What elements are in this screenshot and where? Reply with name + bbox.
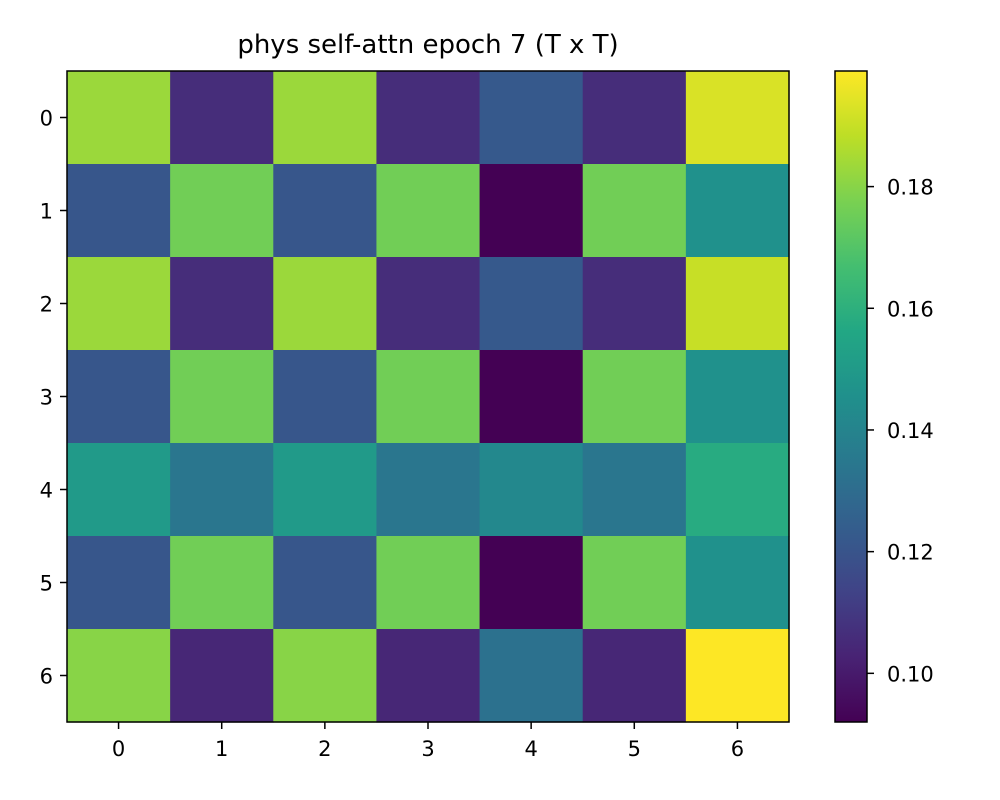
heatmap-cell (479, 629, 584, 723)
heatmap-cell (170, 71, 274, 165)
heatmap-cell (479, 443, 584, 537)
heatmap-cells (67, 71, 790, 723)
x-tick-label: 2 (318, 737, 331, 761)
heatmap-cell (685, 350, 790, 444)
heatmap-cell (685, 536, 790, 630)
y-tick-label: 0 (40, 107, 53, 131)
colorbar-tick-label: 0.18 (887, 176, 934, 200)
heatmap-cell (170, 443, 274, 537)
heatmap-cell (685, 257, 790, 351)
heatmap-cell (67, 164, 171, 258)
heatmap-cell (273, 350, 378, 444)
heatmap-cell (376, 536, 481, 630)
heatmap-cell (67, 71, 171, 165)
heatmap-cell (582, 536, 687, 630)
y-tick-label: 2 (40, 293, 53, 317)
heatmap-cell (376, 443, 481, 537)
x-tick-label: 0 (112, 737, 125, 761)
heatmap-cell (273, 71, 378, 165)
heatmap-cell (685, 71, 790, 165)
heatmap-cell (376, 164, 481, 258)
x-tick-label: 1 (215, 737, 228, 761)
heatmap-cell (273, 257, 378, 351)
heatmap-cell (685, 629, 790, 723)
heatmap-cell (67, 536, 171, 630)
heatmap-cell (582, 257, 687, 351)
heatmap-cell (273, 629, 378, 723)
heatmap-cell (479, 350, 584, 444)
y-tick-label: 4 (40, 479, 53, 503)
heatmap-cell (273, 164, 378, 258)
heatmap-cell (582, 350, 687, 444)
heatmap-cell (273, 536, 378, 630)
heatmap-cell (479, 257, 584, 351)
heatmap-cell (376, 629, 481, 723)
heatmap-cell (170, 257, 274, 351)
heatmap-cell (479, 164, 584, 258)
colorbar (835, 71, 867, 722)
heatmap-cell (170, 164, 274, 258)
heatmap-cell (582, 164, 687, 258)
heatmap-cell (67, 443, 171, 537)
heatmap-cell (170, 536, 274, 630)
x-tick-label: 6 (731, 737, 744, 761)
y-axis: 0 1 2 3 4 5 6 (40, 107, 67, 689)
heatmap-cell (170, 629, 274, 723)
colorbar-tick-label: 0.16 (887, 297, 934, 321)
heatmap-cell (582, 71, 687, 165)
y-tick-label: 1 (40, 200, 53, 224)
y-tick-label: 6 (40, 665, 53, 689)
heatmap-cell (67, 629, 171, 723)
x-tick-label: 4 (524, 737, 537, 761)
heatmap-cell (376, 257, 481, 351)
heatmap-cell (67, 257, 171, 351)
colorbar-tick-label: 0.10 (887, 662, 934, 686)
y-tick-label: 5 (40, 572, 53, 596)
heatmap-cell (273, 443, 378, 537)
colorbar-tick-label: 0.14 (887, 419, 934, 443)
chart-title: phys self-attn epoch 7 (T x T) (237, 30, 618, 60)
x-axis: 0 1 2 3 4 5 6 (112, 722, 744, 761)
heatmap-cell (582, 629, 687, 723)
colorbar-axis: 0.10 0.12 0.14 0.16 0.18 (867, 176, 934, 686)
x-tick-label: 5 (628, 737, 641, 761)
heatmap-cell (685, 164, 790, 258)
y-tick-label: 3 (40, 386, 53, 410)
colorbar-frame (834, 70, 868, 723)
heatmap-cell (582, 443, 687, 537)
x-tick-label: 3 (421, 737, 434, 761)
colorbar-tick-label: 0.12 (887, 541, 934, 565)
heatmap-cell (685, 443, 790, 537)
heatmap-cell (376, 350, 481, 444)
heatmap-cell (479, 536, 584, 630)
heatmap-cell (170, 350, 274, 444)
heatmap-cell (376, 71, 481, 165)
heatmap-cell (479, 71, 584, 165)
heatmap-cell (67, 350, 171, 444)
